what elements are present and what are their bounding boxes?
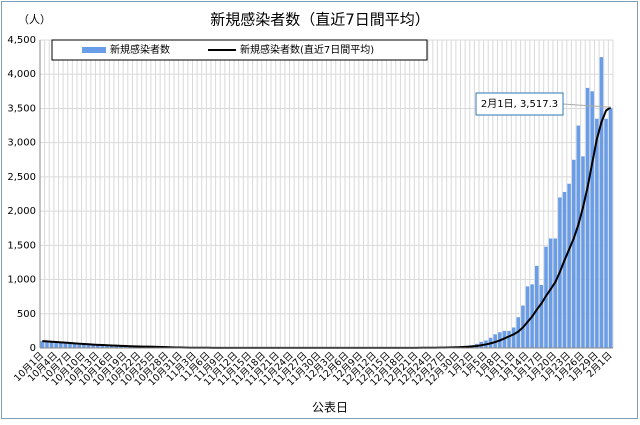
bar: [68, 344, 72, 348]
bar: [78, 344, 82, 348]
y-tick-label: 500: [17, 309, 36, 320]
y-tick-label: 1,000: [7, 275, 36, 286]
bar: [59, 343, 63, 348]
bar: [572, 160, 576, 348]
y-tick-label: 2,500: [7, 172, 36, 183]
bar: [507, 331, 511, 348]
bar: [73, 344, 77, 348]
y-tick-label: 1,500: [7, 240, 36, 251]
bar: [553, 238, 557, 348]
bar: [64, 343, 68, 348]
bar: [600, 57, 604, 348]
bar: [590, 91, 594, 348]
y-tick-label: 3,000: [7, 138, 36, 149]
bar: [609, 108, 613, 348]
legend-swatch: [82, 47, 106, 53]
bar: [50, 342, 54, 348]
y-tick-label: 2,000: [7, 206, 36, 217]
bar: [549, 238, 553, 348]
legend-label: 新規感染者数: [110, 43, 170, 56]
bar: [581, 156, 585, 348]
annotation: 2月1日, 3,517.3: [481, 98, 558, 110]
bar: [526, 286, 530, 348]
bar: [577, 126, 581, 348]
bar: [604, 119, 608, 348]
bar: [563, 192, 567, 348]
y-tick-label: 3,500: [7, 103, 36, 114]
bar: [595, 119, 599, 348]
legend-label: 新規感染者数(直近7日間平均): [240, 43, 374, 56]
y-tick-label: 4,000: [7, 69, 36, 80]
bar: [54, 343, 58, 348]
bar: [586, 88, 590, 348]
y-unit: （人）: [18, 13, 51, 26]
chart-title: 新規感染者数（直近7日間平均）: [210, 11, 430, 29]
bar: [567, 184, 571, 348]
bar: [512, 327, 516, 348]
bar: [540, 285, 544, 348]
x-axis-label: 公表日: [312, 401, 348, 415]
y-tick-label: 4,500: [7, 35, 36, 46]
